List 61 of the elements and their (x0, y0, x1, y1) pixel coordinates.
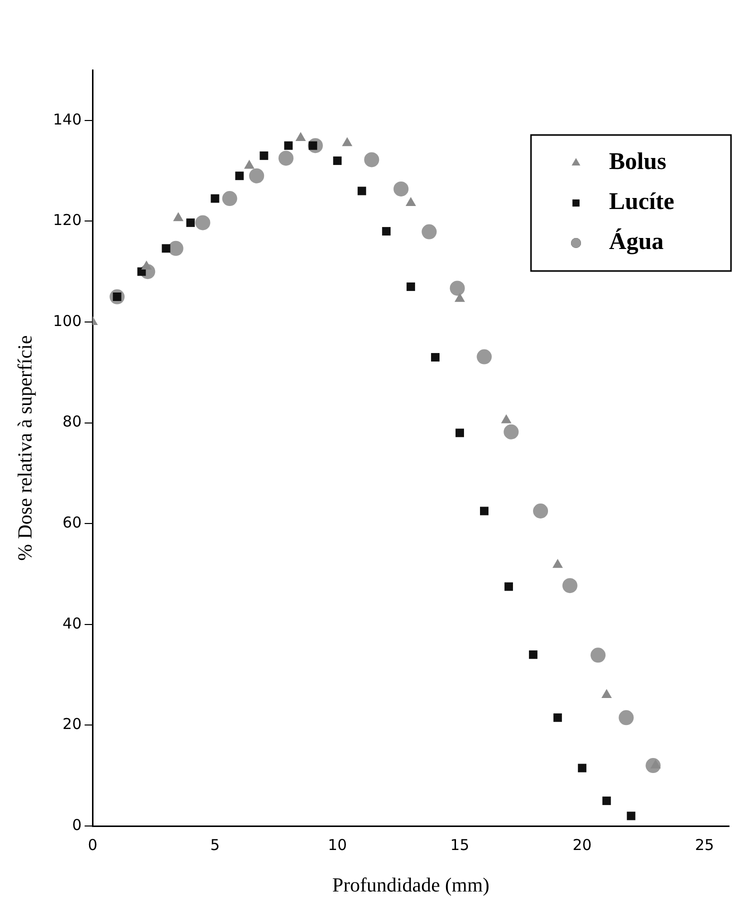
point (358, 186, 366, 196)
y-tick-label: 40 (62, 614, 82, 632)
point (235, 172, 244, 180)
point (406, 282, 416, 291)
point (504, 424, 519, 440)
point (394, 181, 409, 196)
point (602, 796, 611, 806)
point (431, 353, 440, 362)
point (578, 764, 586, 772)
point (450, 280, 465, 296)
legend-label: Lucíte (609, 189, 675, 216)
point (210, 194, 220, 203)
x-tick-label: 0 (88, 836, 98, 854)
x-tick-label: 10 (328, 836, 347, 854)
point (590, 648, 606, 663)
point (141, 260, 152, 270)
legend-label: Bolus (609, 149, 666, 176)
x-tick-label: 5 (210, 836, 220, 854)
point (278, 150, 294, 166)
y-axis-title: % Dose relativa à superfície (14, 335, 36, 561)
y-tick-label: 80 (62, 412, 82, 431)
y-tick-label: 100 (52, 312, 82, 330)
y-tick-label: 60 (62, 513, 82, 532)
point (382, 227, 391, 236)
x-axis-title: Profundidade (mm) (332, 874, 490, 896)
point (222, 191, 238, 206)
point (454, 292, 465, 302)
point (406, 197, 416, 206)
legend-label: Água (609, 228, 664, 256)
point (186, 218, 195, 227)
point (504, 582, 513, 591)
point (501, 414, 512, 424)
point (295, 132, 306, 142)
point (618, 710, 634, 726)
point (168, 240, 184, 256)
point (553, 713, 562, 722)
point (284, 141, 293, 150)
y-tick-label: 120 (52, 211, 82, 230)
point (528, 650, 538, 659)
point (364, 152, 380, 168)
x-tick-label: 20 (572, 836, 592, 854)
point (626, 812, 636, 820)
point (244, 160, 254, 169)
y-tick-label: 140 (52, 110, 82, 128)
point (195, 215, 210, 230)
point (260, 151, 268, 160)
point (476, 349, 492, 364)
point (480, 506, 488, 516)
point (162, 244, 170, 253)
point (333, 156, 342, 165)
point (342, 137, 352, 146)
point (562, 578, 578, 594)
point (249, 168, 264, 184)
point (173, 212, 184, 222)
point (422, 224, 437, 240)
y-tick-label: 0 (72, 816, 82, 834)
point (533, 504, 548, 518)
point (456, 428, 464, 438)
y-tick-label: 20 (62, 715, 82, 734)
x-tick-label: 25 (694, 836, 714, 854)
x-tick-label: 15 (450, 836, 470, 854)
